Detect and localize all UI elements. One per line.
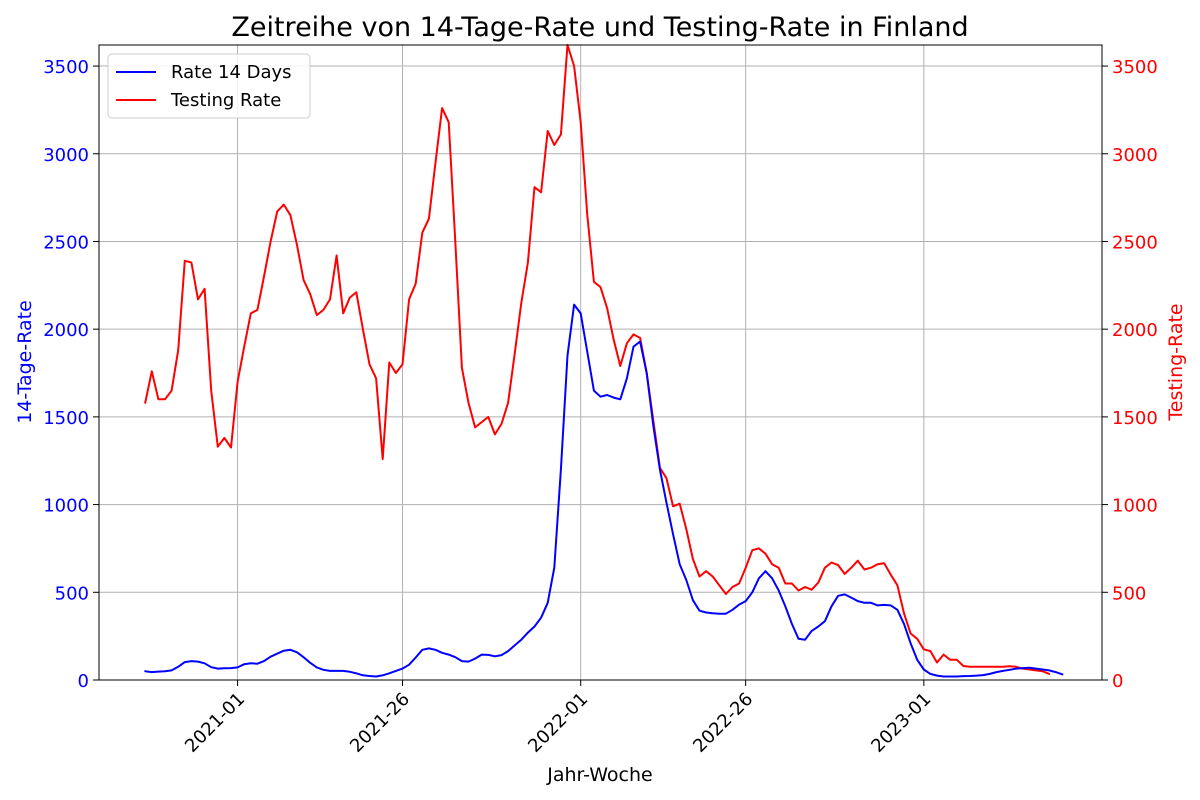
left-y-tick-label-2: 1000 bbox=[43, 496, 89, 517]
left-y-tick-label-4: 2000 bbox=[43, 320, 89, 341]
right-y-tick-label-2: 1000 bbox=[1112, 496, 1158, 517]
left-y-axis-label: 14-Tage-Rate bbox=[14, 300, 36, 424]
plot-frame bbox=[98, 44, 1103, 681]
left-y-tick-label-7: 3500 bbox=[43, 57, 89, 78]
grid-lines bbox=[99, 45, 1102, 681]
left-y-tick-label-1: 500 bbox=[55, 583, 89, 604]
left-y-tick-label-3: 1500 bbox=[43, 408, 89, 429]
left-y-tick-label-6: 3000 bbox=[43, 145, 89, 166]
right-y-tick-label-5: 2500 bbox=[1112, 232, 1158, 253]
x-tick-label-3: 2022-26 bbox=[689, 689, 757, 757]
series-line-testing-rate bbox=[144, 44, 1051, 675]
x-tick-label-0: 2021-01 bbox=[181, 689, 249, 757]
legend-box bbox=[107, 53, 311, 119]
legend: Rate 14 Days Testing Rate bbox=[107, 53, 311, 119]
legend-label-testing-rate: Testing Rate bbox=[170, 90, 281, 111]
x-axis-label: Jahr-Woche bbox=[546, 764, 652, 786]
series-layer bbox=[144, 44, 1064, 678]
left-y-tick-label-5: 2500 bbox=[43, 232, 89, 253]
legend-label-rate-14-days: Rate 14 Days bbox=[171, 62, 292, 83]
left-y-axis: 0 500 1000 1500 2000 2500 3000 3500 bbox=[43, 57, 99, 692]
x-axis: 2021-01 2021-26 2022-01 2022-26 2023-01 bbox=[181, 680, 935, 757]
right-y-axis-label: Testing-Rate bbox=[1165, 303, 1187, 421]
series-line-rate-14-days bbox=[144, 303, 1064, 678]
right-y-tick-label-6: 3000 bbox=[1112, 145, 1158, 166]
right-y-tick-label-4: 2000 bbox=[1112, 320, 1158, 341]
x-tick-label-4: 2023-01 bbox=[867, 689, 935, 757]
right-y-tick-label-0: 0 bbox=[1112, 671, 1123, 692]
x-tick-label-2: 2022-01 bbox=[524, 689, 592, 757]
right-y-axis: 0 500 1000 1500 2000 2500 3000 3500 bbox=[1102, 57, 1158, 692]
right-y-tick-label-1: 500 bbox=[1112, 583, 1146, 604]
left-y-tick-label-0: 0 bbox=[78, 671, 89, 692]
chart-title: Zeitreihe von 14-Tage-Rate und Testing-R… bbox=[231, 12, 968, 43]
right-y-tick-label-3: 1500 bbox=[1112, 408, 1158, 429]
right-y-tick-label-7: 3500 bbox=[1112, 57, 1158, 78]
x-tick-label-1: 2021-26 bbox=[346, 689, 414, 757]
